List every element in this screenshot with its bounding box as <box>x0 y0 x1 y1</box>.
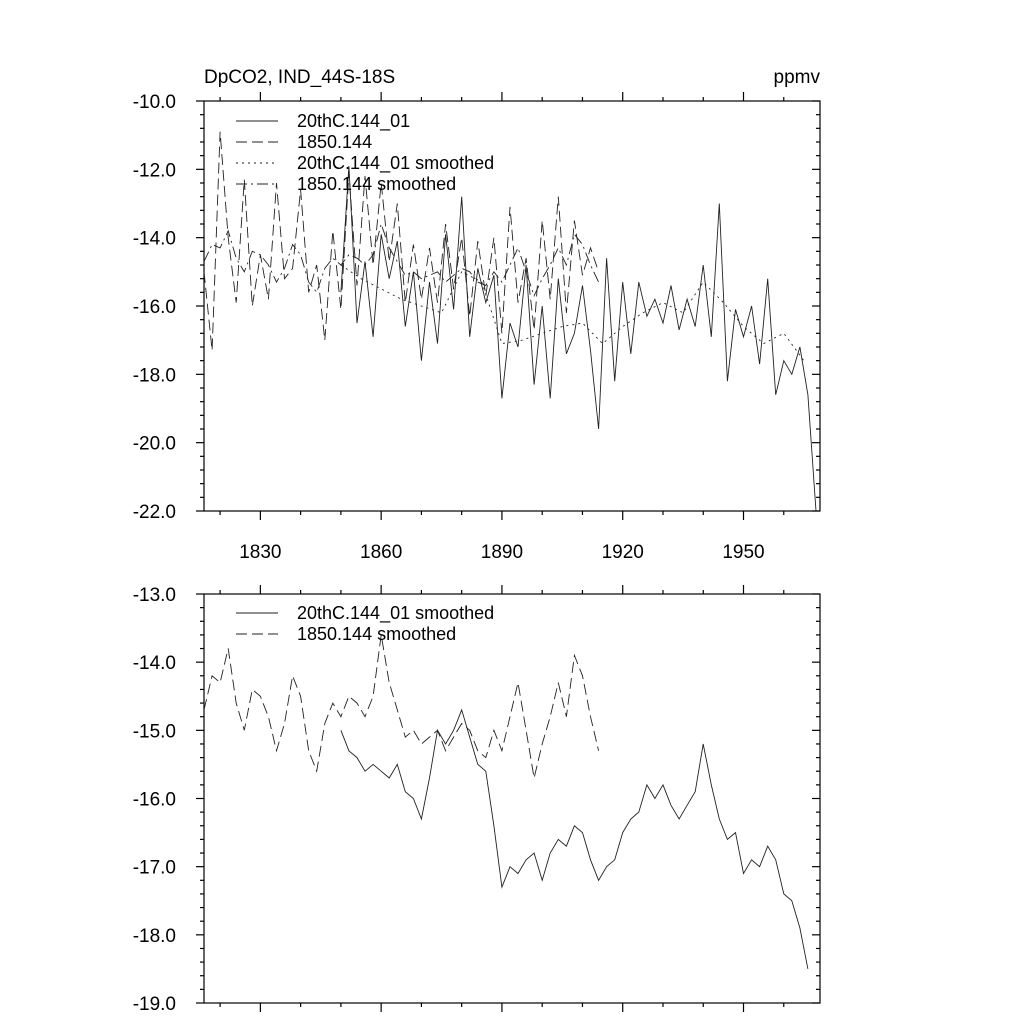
series-line-3 <box>203 222 600 298</box>
x-tick-label: 1950 <box>722 542 764 563</box>
y-tick-label: -17.0 <box>133 858 176 879</box>
y-tick-label: -22.0 <box>133 502 176 523</box>
y-tick-label: -10.0 <box>133 92 176 113</box>
y-tick-label: -13.0 <box>133 585 176 606</box>
y-tick-label: -18.0 <box>133 926 176 947</box>
units-label: ppmv <box>774 67 821 88</box>
plot-frame <box>203 593 821 1004</box>
top-panel: DpCO2, IND_44S-18S ppmv -22.0 -20.0 -18.0 -… <box>133 67 821 563</box>
x-tick-label: 1830 <box>239 542 281 563</box>
x-tick-label: 1920 <box>602 542 644 563</box>
y-tick-label: -14.0 <box>133 653 176 674</box>
bottom-panel: -19.0 -18.0 -17.0 -16.0 -15.0 -14.0 -13.0 20thC… <box>133 585 821 1015</box>
legend-label: 1850.144 smoothed <box>297 624 456 644</box>
series-line-2 <box>340 264 805 361</box>
y-tick-label: -12.0 <box>133 160 176 181</box>
legend-label: 20thC.144_01 <box>297 111 410 132</box>
y-tick-label: -14.0 <box>133 229 176 250</box>
y-tick-label: -16.0 <box>133 790 176 811</box>
chart-title: DpCO2, IND_44S-18S <box>204 67 395 88</box>
y-tick-label: -19.0 <box>133 994 176 1015</box>
legend-label: 20thC.144_01 smoothed <box>297 603 494 624</box>
y-tick-label: -16.0 <box>133 297 176 318</box>
y-tick-label: -18.0 <box>133 365 176 386</box>
legend-label: 20thC.144_01 smoothed <box>297 153 494 174</box>
series-line-1 <box>203 131 600 351</box>
series-line-0 <box>340 165 817 512</box>
legend-label: 1850.144 <box>297 132 372 152</box>
series-line-1 <box>203 634 600 779</box>
y-tick-label: -20.0 <box>133 434 176 455</box>
legend-label: 1850.144 smoothed <box>297 174 456 194</box>
series-line-0 <box>340 708 809 969</box>
x-tick-label: 1860 <box>360 542 402 563</box>
y-tick-label: -15.0 <box>133 721 176 742</box>
x-tick-label: 1890 <box>481 542 523 563</box>
